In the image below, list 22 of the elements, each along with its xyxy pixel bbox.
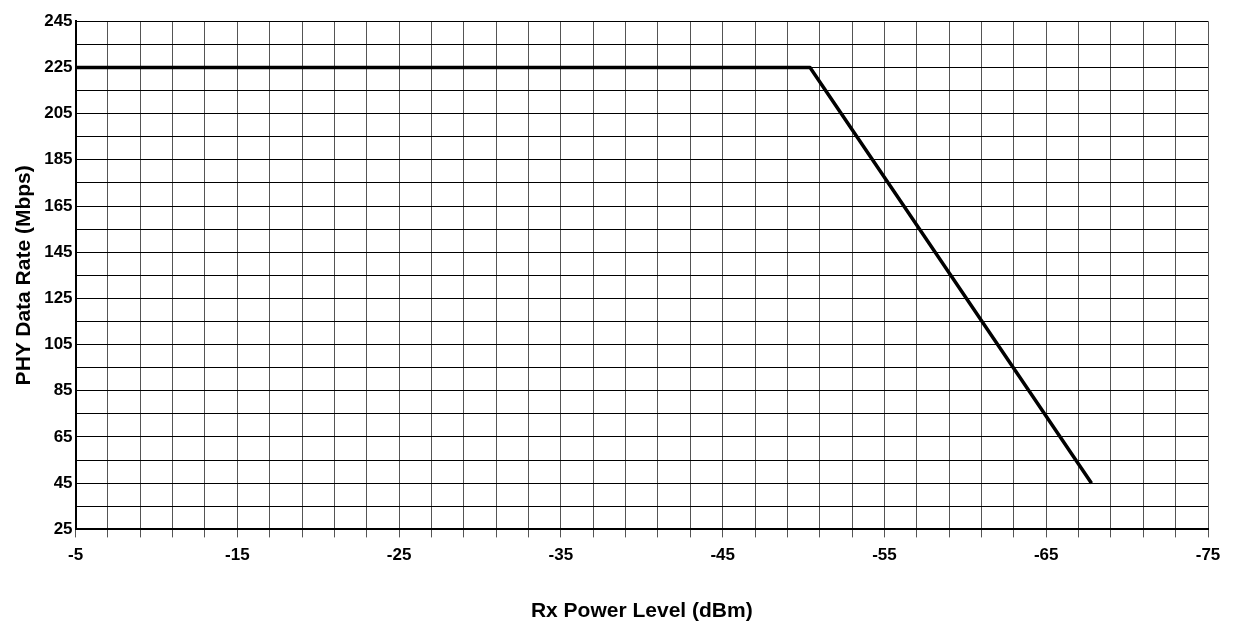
x-tick-label: -5: [68, 545, 84, 565]
x-tick-label: -55: [872, 545, 897, 565]
y-tick-label: 65: [53, 426, 73, 446]
y-tick-label: 105: [44, 334, 73, 354]
x-tick-label: -35: [548, 545, 574, 565]
y-tick-label: 85: [53, 380, 73, 400]
x-tick-label: -45: [710, 545, 735, 565]
y-tick-label: 225: [44, 57, 73, 77]
y-tick-label: 145: [44, 241, 73, 261]
y-tick-label: 125: [44, 288, 73, 308]
x-axis-title: Rx Power Level (dBm): [530, 598, 753, 622]
x-tick-label: -15: [225, 545, 250, 565]
y-axis-title: PHY Data Rate (Mbps): [11, 165, 35, 386]
x-tick-label: -65: [1033, 545, 1059, 565]
y-tick-label: 205: [44, 103, 73, 123]
y-tick-label: 165: [44, 195, 73, 215]
y-tick-label: 185: [44, 149, 73, 169]
x-tick-label: -25: [386, 545, 412, 565]
y-tick-label: 25: [53, 519, 73, 539]
y-tick-label: 45: [53, 472, 73, 492]
y-tick-label: 245: [44, 10, 73, 30]
x-tick-label: -75: [1195, 545, 1221, 565]
